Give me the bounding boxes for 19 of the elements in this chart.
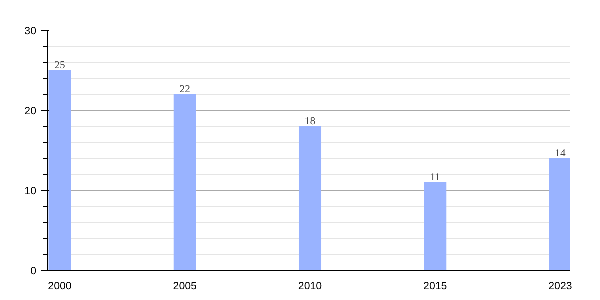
- data-label: 18: [304, 116, 316, 128]
- x-tick-label: 2010: [298, 280, 322, 292]
- y-tick-label: 0: [30, 266, 37, 278]
- x-tick-label: 2000: [48, 280, 72, 292]
- data-label: 14: [555, 148, 566, 160]
- x-tick-label: 2015: [424, 280, 448, 292]
- data-label: 25: [54, 60, 66, 72]
- data-label: 22: [180, 84, 190, 96]
- bar: [549, 158, 570, 270]
- x-tick-label: 2023: [548, 280, 572, 292]
- y-tick-label: 10: [24, 186, 37, 198]
- bar: [174, 94, 196, 270]
- y-tick-label: 20: [24, 106, 37, 118]
- bar: [48, 70, 72, 270]
- data-label: 11: [430, 172, 441, 184]
- x-tick-label: 2005: [173, 280, 198, 292]
- y-tick-label: 30: [24, 26, 37, 38]
- bar: [424, 182, 447, 270]
- bar: [298, 126, 322, 270]
